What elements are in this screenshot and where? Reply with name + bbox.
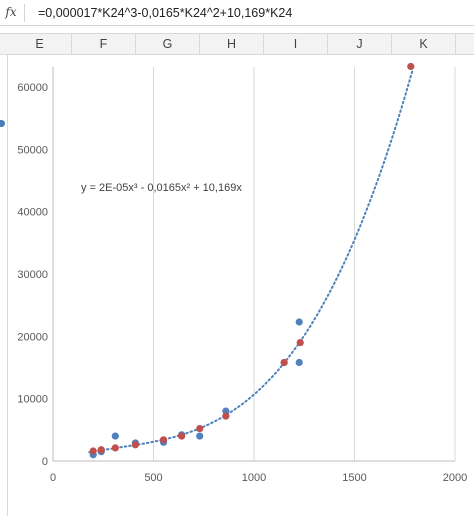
series-1-point [222,407,230,415]
column-header-k[interactable]: K [392,34,456,55]
x-tick-label: 1500 [342,472,366,484]
column-header-i[interactable]: I [264,34,328,55]
formula-bar-divider [24,4,25,22]
y-tick-label: 10000 [17,394,48,406]
series-2-point [222,412,230,420]
series-2-point [131,441,140,449]
y-tick-label: 0 [42,456,48,468]
trendline-equation: y = 2E-05x³ - 0,0165x² + 10,169x [81,182,242,194]
series-2-point [97,446,105,454]
series-1-point [111,432,119,440]
column-header-e[interactable]: E [8,34,72,55]
series-2-point [196,424,204,433]
column-header-g[interactable]: G [136,34,200,55]
series-2-point [407,62,415,71]
chart-canvas: 0 500 1000 1500 2000010000200003000040000500… [17,62,467,484]
column-header-f[interactable]: F [72,34,136,55]
y-tick-label: 50000 [17,144,48,156]
series-1-point [295,318,303,326]
x-tick-label: 0 [50,472,56,484]
column-headers: E F G H I J K [0,33,474,55]
series-1-point [295,358,303,367]
series-2-point [89,447,97,455]
formula-input[interactable]: =0,000017*K24^3-0,0165*K24^2+10,169*K24 [38,6,293,20]
column-header-j[interactable]: J [328,34,392,55]
y-tick-label: 40000 [17,207,48,219]
x-tick-label: 2000 [443,472,467,484]
x-tick-label: 500 [144,472,162,484]
y-tick-label: 60000 [17,82,48,94]
x-tick-label: 1000 [242,472,266,484]
y-tick-label: 30000 [17,269,48,281]
series-2-point [280,358,288,367]
column-header-h[interactable]: H [200,34,264,55]
series-1-point [196,432,204,440]
series-2-point [178,432,186,440]
trendline [88,68,414,454]
formula-bar: fx =0,000017*K24^3-0,0165*K24^2+10,169*K… [0,0,474,26]
y-tick-label: 20000 [17,331,48,343]
series-2-point [111,444,119,452]
series-2-point [159,436,168,444]
partial-cell-marker [0,120,5,127]
series-2-point [296,338,304,347]
scatter-chart[interactable]: 0 500 1000 1500 2000 0 10000 20000 30000 40000 500… [7,55,474,516]
function-icon[interactable]: fx [5,5,17,19]
